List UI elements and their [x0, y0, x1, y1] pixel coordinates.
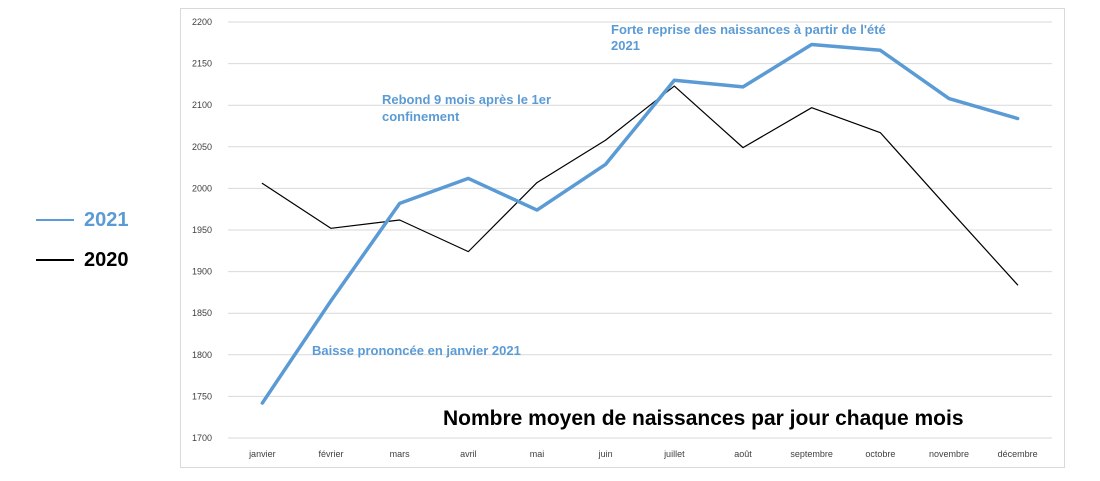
series-lines: [260, 42, 1020, 405]
y-axis-ticks: 1700 1750 1800 1850 1900 1950 2000 2050 2100 2150…: [192, 17, 212, 443]
x-tick-label: octobre: [865, 449, 895, 459]
y-tick-label: 2050: [192, 142, 212, 152]
legend-item-2021: 2021: [36, 200, 129, 240]
chart-frame: [180, 8, 1065, 468]
x-tick-label: août: [734, 449, 752, 459]
gridlines: [228, 21, 1052, 439]
x-tick-label: février: [318, 449, 343, 459]
legend-label-2021: 2021: [84, 208, 129, 231]
annotation-january-drop: Baisse prononcée en janvier 2021: [312, 343, 521, 358]
legend-item-2020: 2020: [36, 240, 129, 280]
x-tick-label: juin: [598, 449, 613, 459]
x-tick-label: janvier: [248, 449, 276, 459]
annotation-summer-line-2: 2021: [611, 38, 640, 53]
y-tick-label: 2000: [192, 183, 212, 193]
annotation-lockdown-rebound: Rebond 9 mois après le 1er confinement: [382, 92, 555, 124]
x-tick-label: décembre: [998, 449, 1038, 459]
series-line-2020: [261, 85, 1019, 286]
x-axis-ticks: janvier février mars avril mai juin juillet aoû…: [248, 449, 1038, 459]
y-tick-label: 1950: [192, 225, 212, 235]
series-line-2021: [260, 42, 1020, 405]
x-tick-label: avril: [460, 449, 477, 459]
annotation-summer-rebound: Forte reprise des naissances à partir de…: [611, 22, 889, 53]
y-tick-label: 1700: [192, 433, 212, 443]
legend: 2021 2020: [36, 200, 129, 280]
x-tick-label: septembre: [790, 449, 833, 459]
chart-title: Nombre moyen de naissances par jour chaq…: [443, 407, 964, 430]
legend-swatch-2021: [36, 219, 74, 221]
y-tick-label: 2100: [192, 100, 212, 110]
y-tick-label: 2200: [192, 17, 212, 27]
x-tick-label: juillet: [663, 449, 685, 459]
legend-label-2020: 2020: [84, 248, 129, 271]
y-tick-label: 2150: [192, 59, 212, 69]
x-tick-label: mai: [530, 449, 545, 459]
y-tick-label: 1850: [192, 308, 212, 318]
y-tick-label: 1800: [192, 350, 212, 360]
x-tick-label: novembre: [929, 449, 969, 459]
annotation-january-line-1: Baisse prononcée en janvier 2021: [312, 343, 521, 358]
annotation-summer-line-1: Forte reprise des naissances à partir de…: [611, 22, 886, 37]
x-tick-label: mars: [390, 449, 410, 459]
y-tick-label: 1900: [192, 267, 212, 277]
annotation-lockdown-line-1: Rebond 9 mois après le 1er: [382, 92, 551, 107]
y-tick-label: 1750: [192, 391, 212, 401]
legend-swatch-2020: [36, 259, 74, 261]
annotation-lockdown-line-2: confinement: [382, 109, 460, 124]
